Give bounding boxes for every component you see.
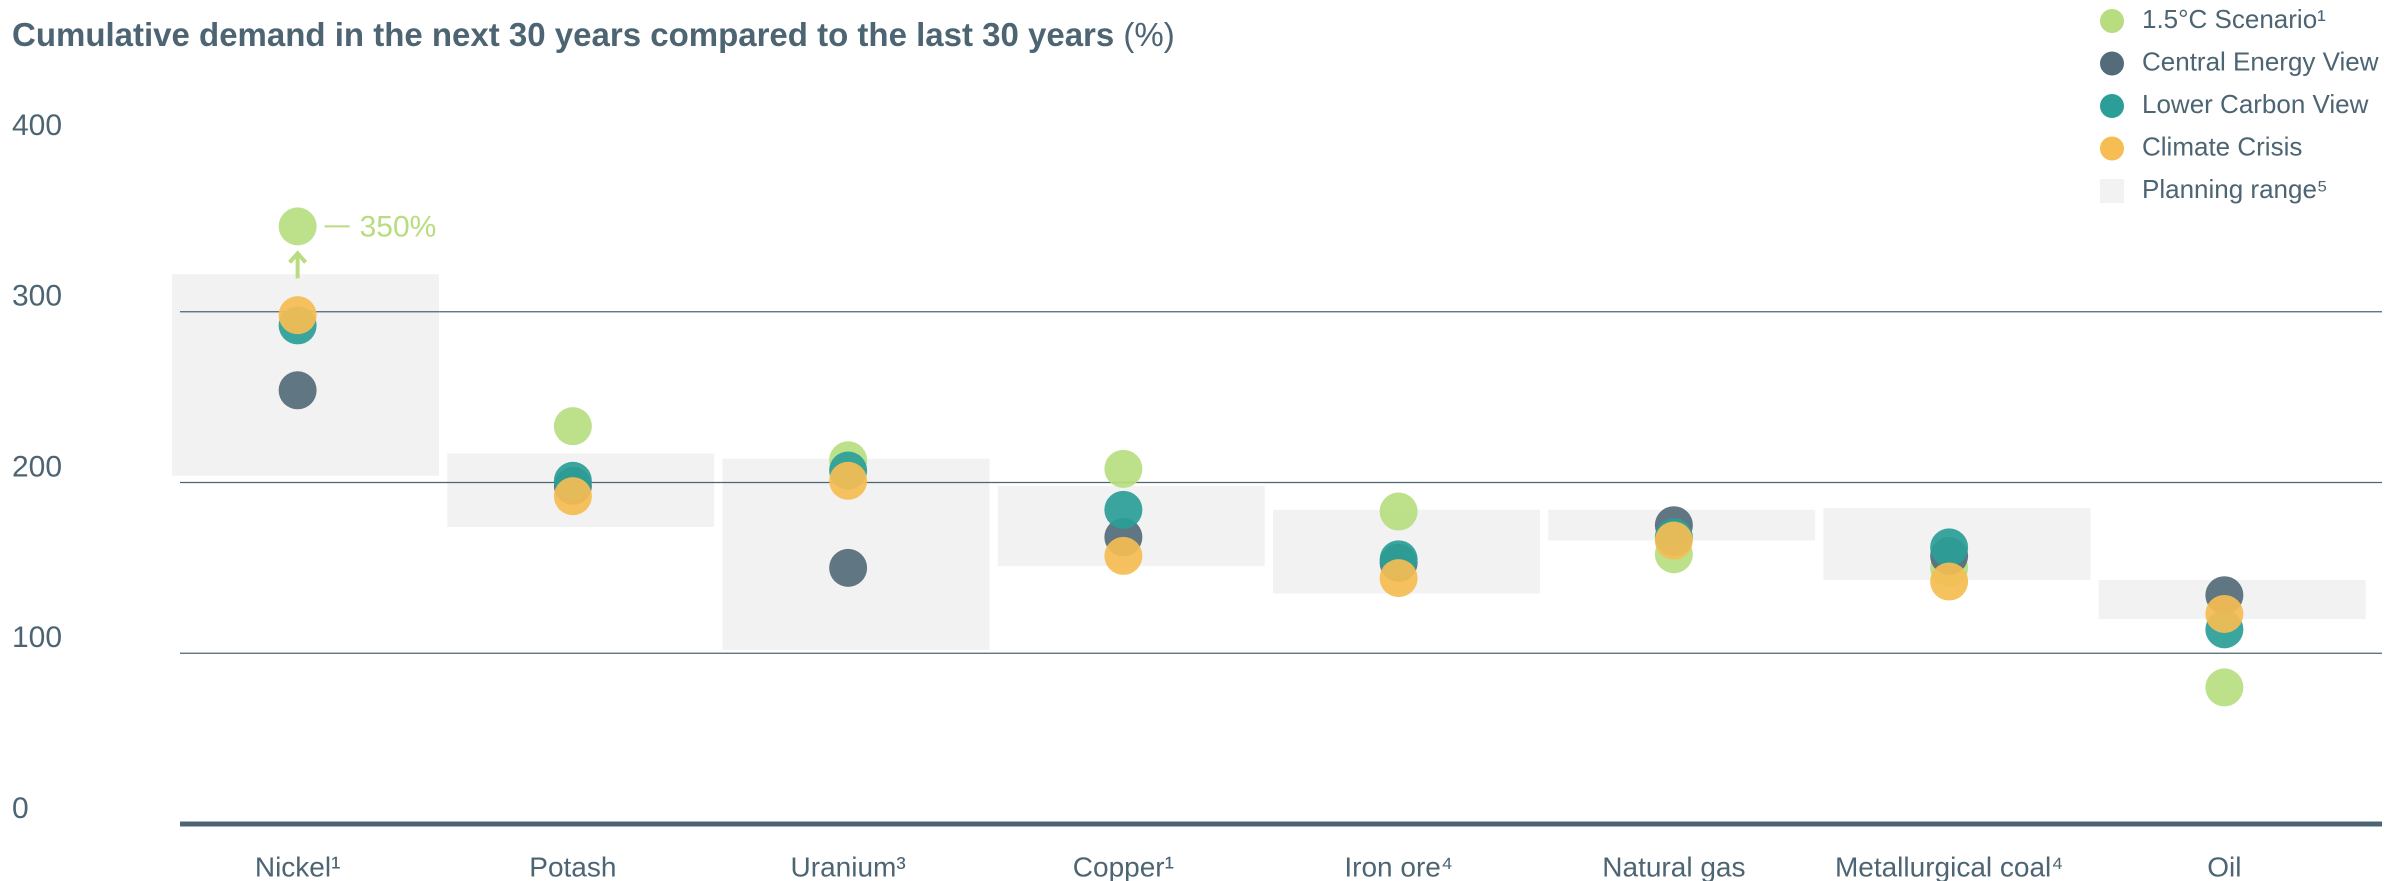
data-dot (1104, 490, 1143, 529)
value-label: 350% (360, 210, 437, 243)
data-dot (2205, 594, 2244, 633)
legend-label: Lower Carbon View (2142, 89, 2369, 119)
y-tick-label: 200 (12, 450, 62, 483)
data-dot (278, 296, 317, 335)
x-tick-label: Metallurgical coal⁴ (1835, 851, 2063, 881)
y-tick-label: 100 (12, 621, 62, 654)
data-dot (1379, 492, 1418, 531)
legend-swatch (2100, 9, 2124, 33)
x-tick-label: Potash (529, 851, 616, 881)
data-dot (1930, 528, 1969, 567)
data-dot (553, 477, 592, 516)
legend-swatch (2100, 51, 2124, 76)
legend-label: Planning range⁵ (2142, 174, 2328, 204)
data-dot (1654, 521, 1693, 560)
data-dot (1104, 449, 1143, 488)
data-dot (829, 548, 868, 587)
x-tick-label: Copper¹ (1073, 851, 1174, 881)
y-tick-label: 0 (12, 792, 29, 825)
data-dot (278, 207, 317, 246)
x-tick-label: Uranium³ (791, 851, 906, 881)
data-dot (278, 371, 317, 410)
y-tick-label: 300 (12, 280, 62, 313)
legend-label: Central Energy View (2142, 46, 2379, 76)
legend-label: 1.5°C Scenario¹ (2142, 4, 2326, 34)
chart-title: Cumulative demand in the next 30 years c… (12, 16, 1175, 53)
data-dot (1930, 562, 1969, 601)
y-tick-label: 400 (12, 109, 62, 142)
x-tick-label: Oil (2207, 851, 2241, 881)
legend-swatch (2100, 136, 2124, 161)
data-dot (553, 407, 592, 446)
legend-label: Climate Crisis (2142, 131, 2302, 161)
title-unit: (%) (1123, 16, 1174, 53)
data-dot (1379, 559, 1418, 598)
data-dot (829, 461, 868, 500)
x-tick-label: Iron ore⁴ (1344, 851, 1453, 881)
x-tick-label: Natural gas (1602, 851, 1745, 881)
data-dot (2205, 668, 2244, 707)
legend-swatch (2100, 179, 2124, 203)
data-dot (1104, 536, 1143, 575)
title-main: Cumulative demand in the next 30 years c… (12, 16, 1114, 53)
legend-swatch (2100, 94, 2124, 118)
x-tick-label: Nickel¹ (255, 851, 341, 881)
arrow (288, 250, 308, 279)
